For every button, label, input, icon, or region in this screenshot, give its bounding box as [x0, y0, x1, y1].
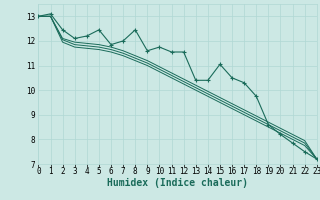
X-axis label: Humidex (Indice chaleur): Humidex (Indice chaleur) — [107, 178, 248, 188]
